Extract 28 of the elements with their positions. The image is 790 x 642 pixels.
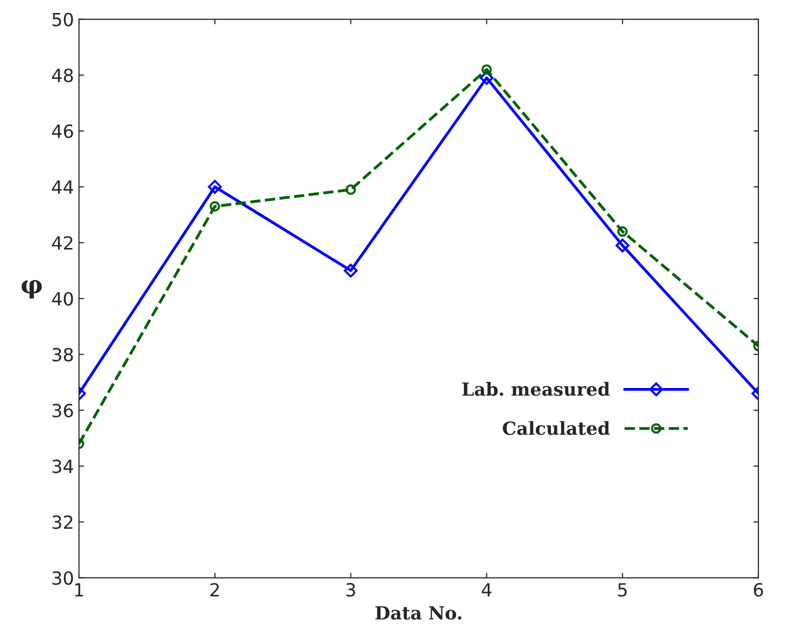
- y-tick-label: 50: [52, 12, 73, 26]
- x-axis-title: Data No.: [375, 606, 462, 620]
- y-tick-label: 46: [52, 124, 73, 138]
- point: [210, 201, 220, 212]
- y-tick-label: 34: [52, 460, 74, 474]
- y-tick-label: 36: [52, 404, 73, 418]
- point: [346, 184, 356, 195]
- point: [481, 64, 492, 75]
- y-tick-label: 48: [52, 68, 73, 82]
- y-axis-title: φ: [22, 280, 42, 299]
- x-tick-label: 2: [210, 582, 219, 596]
- point: [344, 264, 358, 278]
- y-tick-label: 30: [52, 571, 73, 585]
- x-tick-label: 4: [482, 583, 492, 596]
- point: [616, 238, 630, 252]
- x-tick-label: 1: [75, 583, 84, 596]
- y-tick-label: 32: [52, 515, 72, 530]
- point: [480, 70, 494, 85]
- y-tick-label: 42: [52, 236, 72, 250]
- legend-label: Calculated: [502, 421, 610, 436]
- x-tick-label: 3: [346, 582, 356, 597]
- x-tick-label: 5: [618, 583, 627, 597]
- y-tick-label: 40: [52, 292, 73, 306]
- x-tick-label: 6: [754, 582, 764, 597]
- legend-label: Lab. measured: [462, 382, 610, 396]
- y-tick-label: 38: [52, 348, 73, 362]
- point: [617, 226, 628, 237]
- y-tick-label: 44: [52, 180, 74, 194]
